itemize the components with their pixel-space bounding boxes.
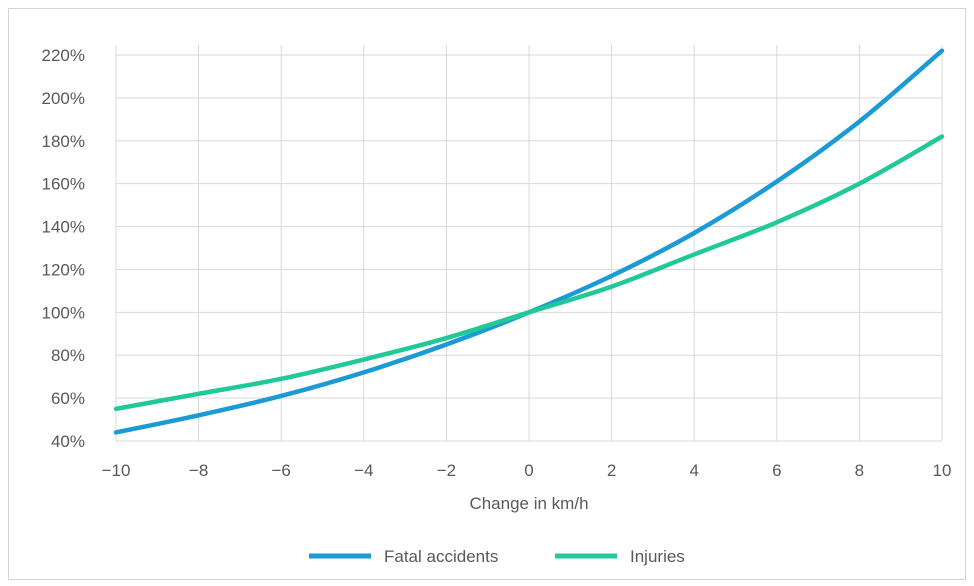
line-chart: 40% 60% 80% 100% 120% 140% 160% 180% 200% 220% −1… <box>42 45 952 566</box>
x-tick-label: 4 <box>689 461 698 480</box>
y-tick-label: 100% <box>42 303 85 322</box>
y-tick-label: 60% <box>51 389 85 408</box>
x-tick-label: −8 <box>189 461 208 480</box>
x-tick-label: 6 <box>772 461 781 480</box>
x-tick-label: −6 <box>272 461 291 480</box>
y-tick-label: 120% <box>42 260 85 279</box>
x-axis-title: Change in km/h <box>469 494 588 513</box>
x-tick-label: 0 <box>524 461 533 480</box>
gridlines <box>115 45 943 442</box>
series-lines <box>113 48 945 435</box>
legend-label-injuries: Injuries <box>630 547 685 566</box>
y-tick-label: 140% <box>42 218 85 237</box>
y-tick-label: 200% <box>42 89 85 108</box>
legend: Fatal accidents Injuries <box>309 547 685 566</box>
x-tick-label: 8 <box>855 461 864 480</box>
y-tick-label: 80% <box>51 346 85 365</box>
y-tick-label: 160% <box>42 175 85 194</box>
y-tick-label: 220% <box>42 46 85 65</box>
x-tick-label: 10 <box>933 461 952 480</box>
legend-label-fatal-accidents: Fatal accidents <box>384 547 498 566</box>
x-tick-label: −2 <box>437 461 456 480</box>
x-tick-label: −10 <box>102 461 131 480</box>
y-tick-label: 40% <box>51 432 85 451</box>
chart-frame: 40% 60% 80% 100% 120% 140% 160% 180% 200% 220% −1… <box>8 8 966 580</box>
series-line-injuries <box>113 134 945 412</box>
x-tick-label: 2 <box>607 461 616 480</box>
x-tick-label: −4 <box>354 461 373 480</box>
y-tick-label: 180% <box>42 132 85 151</box>
x-axis-ticks: −10 −8 −6 −4 −2 0 2 4 6 8 10 <box>102 461 952 480</box>
y-axis-ticks: 40% 60% 80% 100% 120% 140% 160% 180% 200% 220% <box>42 46 85 451</box>
